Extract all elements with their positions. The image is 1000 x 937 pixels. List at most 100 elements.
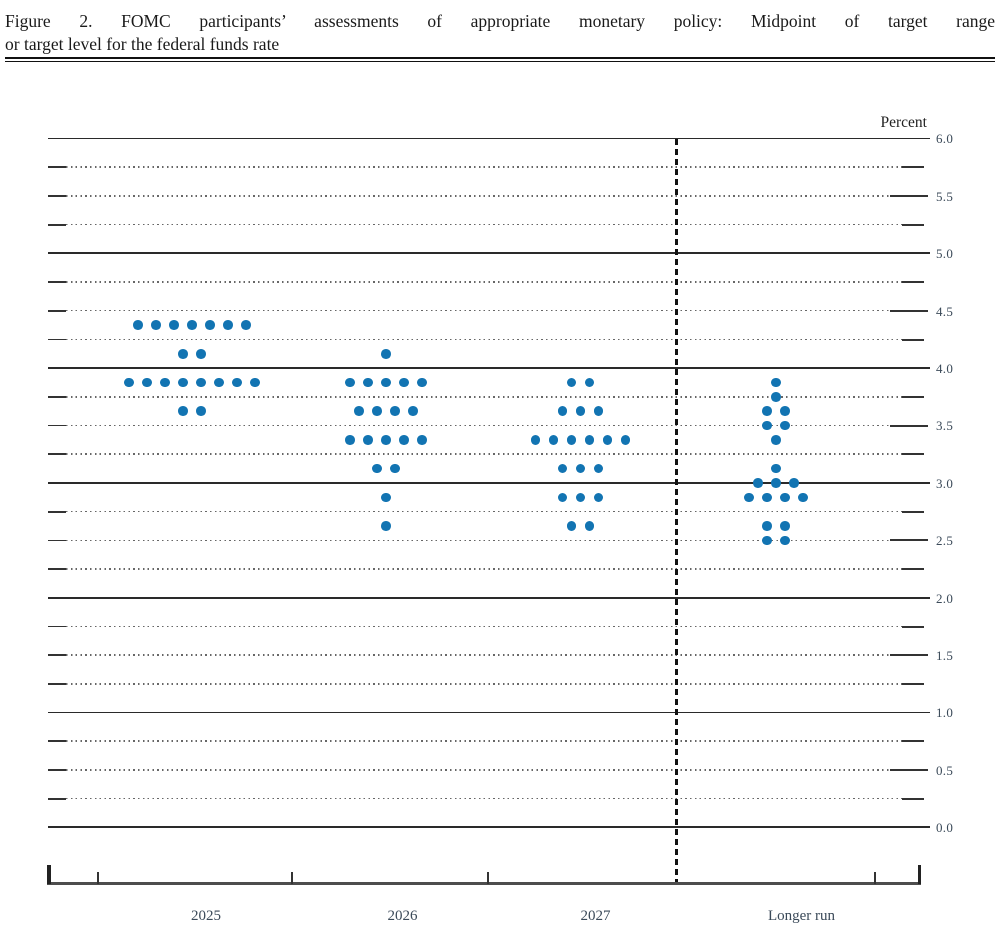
gridline-dotted-left-dash: [48, 740, 66, 743]
projection-dot: [381, 435, 391, 445]
gridline-dotted-left-dash: [48, 654, 66, 657]
projection-dot: [151, 320, 161, 330]
x-axis-tick: [486, 871, 489, 884]
projection-dot: [250, 377, 260, 388]
gridline-dotted-left-dash: [48, 195, 66, 197]
gridline-dotted-right-dash: [902, 281, 924, 284]
projection-dot: [205, 320, 215, 330]
projection-dot: [372, 406, 382, 416]
projection-dot: [241, 320, 251, 330]
projection-dot: [178, 406, 188, 416]
projection-dot: [584, 521, 595, 531]
projection-dot: [372, 463, 382, 474]
projection-dot: [345, 377, 355, 388]
gridline-dotted-left-dash: [48, 683, 66, 685]
y-tick-label: 6.0: [936, 131, 954, 147]
y-tick-label: 0.0: [936, 820, 954, 836]
gridline-dotted: [66, 769, 890, 771]
gridline-solid: [48, 482, 930, 484]
projection-dot: [196, 377, 206, 388]
gridline-dotted-right-dash: [890, 309, 928, 312]
projection-dot: [399, 377, 409, 388]
x-axis-category-label: 2025: [191, 908, 221, 924]
projection-dot: [381, 492, 391, 502]
gridline-dotted-right-dash: [890, 539, 928, 542]
projection-dot: [178, 349, 188, 359]
projection-dot: [417, 377, 427, 388]
x-axis-end-tick: [917, 864, 921, 884]
projection-dot: [142, 377, 152, 388]
gridline-dotted-right-dash: [902, 740, 924, 743]
gridline-dotted: [66, 539, 890, 542]
y-tick-label: 3.0: [936, 475, 954, 491]
x-axis-tick: [290, 871, 293, 884]
gridline-dotted-left-dash: [48, 223, 66, 226]
gridline-dotted: [66, 625, 902, 628]
gridline-solid: [48, 596, 930, 599]
projection-dot: [354, 406, 364, 416]
y-tick-label: 4.0: [936, 360, 954, 376]
gridline-dotted-right-dash: [902, 338, 924, 341]
projection-dot: [575, 492, 586, 502]
projection-dot: [771, 377, 781, 388]
projection-dot: [390, 463, 400, 474]
projection-dot: [566, 521, 577, 531]
title-rule: [5, 57, 995, 62]
gridline-dotted-right-dash: [890, 424, 928, 427]
y-tick-label: 1.0: [936, 705, 954, 721]
projection-dot: [417, 435, 427, 445]
gridline-dotted-right-dash: [902, 223, 924, 226]
gridline-dotted-left-dash: [48, 338, 66, 341]
y-tick-label: 5.5: [936, 188, 954, 204]
projection-dot: [780, 492, 790, 502]
projection-dot: [530, 435, 541, 445]
projection-dot: [557, 463, 568, 474]
x-axis-category-label: 2026: [387, 908, 418, 924]
projection-dot: [363, 377, 373, 388]
projection-dot: [223, 320, 233, 330]
gridline-dotted: [66, 510, 902, 513]
y-tick-label: 2.0: [936, 590, 954, 606]
gridline-dotted-left-dash: [48, 281, 66, 283]
projection-dot: [780, 535, 790, 546]
projection-dot: [363, 435, 373, 445]
gridline-dotted-left-dash: [48, 453, 66, 456]
longer-run-separator-line: [674, 138, 678, 884]
gridline-dotted: [66, 568, 902, 570]
gridline-dotted-left-dash: [48, 396, 66, 398]
gridline-dotted: [66, 396, 902, 398]
projection-dot: [762, 492, 772, 502]
gridline-dotted-right-dash: [890, 195, 928, 197]
projection-dot: [214, 377, 224, 388]
gridline-dotted: [66, 223, 902, 226]
gridline-dotted: [66, 281, 902, 283]
figure-title-line2: or target level for the federal funds ra…: [5, 34, 280, 54]
x-axis-line: [47, 882, 921, 885]
gridline-dotted: [66, 453, 902, 455]
projection-dot: [744, 492, 754, 502]
projection-dot: [762, 521, 772, 531]
gridline-dotted: [66, 166, 902, 168]
gridline-dotted: [66, 654, 890, 656]
y-tick-label: 3.5: [936, 418, 954, 434]
projection-dot: [789, 478, 799, 488]
x-axis-tick: [873, 871, 876, 884]
gridline-dotted: [66, 195, 890, 197]
projection-dot: [381, 377, 391, 388]
gridline-dotted-left-dash: [48, 166, 66, 169]
projection-dot: [196, 406, 206, 416]
gridline-dotted-right-dash: [902, 166, 924, 169]
gridline-dotted: [66, 740, 902, 742]
gridline-dotted-left-dash: [48, 568, 66, 570]
gridline-dotted-right-dash: [890, 654, 928, 657]
projection-dot: [593, 492, 604, 502]
gridline-dotted-right-dash: [902, 625, 924, 628]
gridline-solid: [48, 252, 930, 255]
gridline-dotted-left-dash: [48, 510, 66, 513]
projection-dot: [771, 392, 781, 402]
projection-dot: [169, 320, 179, 330]
projection-dot: [762, 420, 772, 431]
projection-dot: [602, 435, 613, 445]
gridline-dotted-right-dash: [902, 510, 924, 513]
projection-dot: [780, 406, 790, 416]
